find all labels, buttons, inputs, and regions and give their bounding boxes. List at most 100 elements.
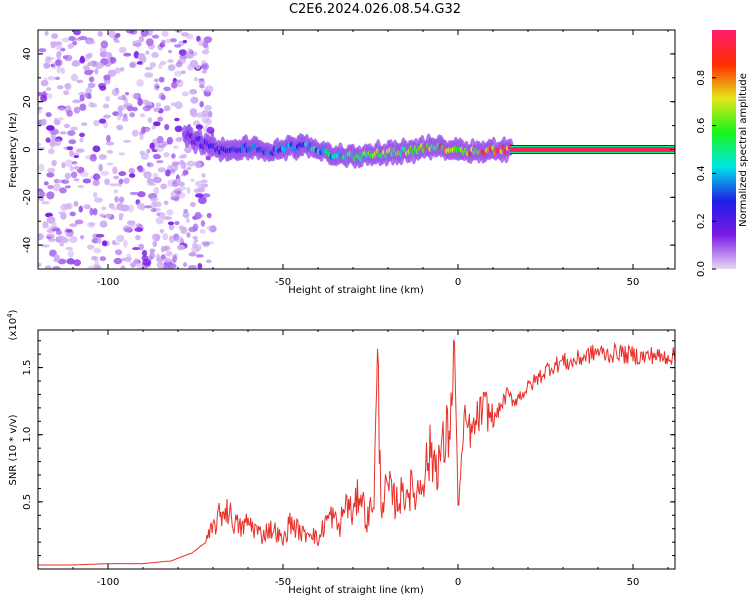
colorbar: 0.0 0.2 0.4 0.6 0.8 Normalized spectral ampl… [696, 30, 749, 277]
noise-blob [151, 200, 157, 205]
noise-blob [202, 193, 211, 198]
colorbar-label: Normalized spectral amplitude [738, 73, 749, 227]
noise-blob [161, 39, 166, 45]
noise-blob [100, 170, 110, 176]
colorbar-tick-label: 0.2 [696, 213, 707, 229]
noise-blob [99, 213, 105, 218]
noise-blob [69, 165, 74, 172]
noise-blob [139, 132, 144, 141]
noise-blob [180, 226, 188, 235]
noise-blob [156, 212, 161, 217]
noise-blob [142, 171, 148, 176]
noise-blob [69, 211, 76, 217]
noise-blob [67, 43, 74, 49]
noise-blob [65, 232, 71, 237]
noise-blob [105, 95, 111, 102]
noise-blob [65, 246, 74, 251]
noise-blob [98, 154, 107, 160]
y-tick-label: -40 [22, 237, 33, 253]
noise-blob [118, 217, 123, 221]
noise-blob [120, 265, 126, 269]
noise-blob [126, 253, 132, 260]
noise-blob [105, 141, 115, 146]
noise-blob [87, 82, 96, 89]
noise-blob [46, 125, 55, 131]
noise-blob [188, 265, 197, 269]
noise-blob [182, 262, 188, 268]
noise-blob [136, 79, 144, 87]
page-title: C2E6.2024.026.08.54.G32 [288, 2, 462, 17]
noise-blob [69, 223, 78, 227]
noise-blob [155, 253, 161, 260]
noise-blob [125, 30, 135, 34]
noise-blob [73, 259, 81, 267]
noise-blob [56, 85, 64, 90]
noise-blob [59, 187, 67, 194]
noise-blob [66, 109, 73, 117]
noise-blob [94, 174, 101, 180]
noise-blob [46, 191, 55, 200]
noise-blob [124, 91, 130, 96]
noise-blob [160, 183, 168, 190]
noise-blob [116, 234, 125, 243]
noise-blob [146, 162, 154, 168]
y-tick-label: -20 [22, 189, 33, 205]
noise-blob [50, 41, 59, 47]
noise-blob [114, 67, 121, 74]
x-tick-label: 0 [455, 577, 461, 588]
noise-blob [201, 60, 207, 66]
noise-blob [96, 233, 105, 238]
noise-blob [113, 175, 120, 180]
noise-blob [141, 126, 146, 135]
noise-blob [190, 96, 199, 104]
noise-blob [174, 221, 180, 226]
noise-blob [123, 177, 130, 184]
noise-blob [136, 61, 143, 65]
noise-blob [78, 205, 83, 213]
noise-blob [198, 80, 206, 85]
noise-blob [39, 191, 46, 198]
noise-blob [194, 211, 202, 220]
noise-blob [47, 148, 55, 155]
noise-blob [167, 59, 174, 63]
noise-blob [179, 160, 185, 165]
noise-blob [92, 191, 98, 199]
noise-blob [116, 124, 124, 131]
noise-blob [201, 241, 210, 246]
snr-panel: -100 -50 0 50 0.5 1.0 1.5 Height of straight … [6, 309, 676, 596]
y-tick-label: 1.0 [22, 427, 33, 443]
noise-blob [166, 209, 174, 216]
noise-blob [72, 99, 82, 104]
noise-blob [139, 56, 146, 62]
noise-blob [141, 249, 148, 257]
noise-blob [38, 262, 42, 268]
noise-blob [204, 118, 212, 125]
noise-blob [178, 185, 187, 191]
noise-blob [56, 65, 62, 74]
noise-blob [161, 30, 169, 37]
noise-blob [71, 61, 80, 67]
noise-blob [115, 32, 121, 38]
noise-blob [198, 39, 204, 47]
noise-blob [189, 201, 196, 207]
noise-blob [100, 57, 109, 65]
spectrogram-x-label: Height of straight line (km) [288, 285, 424, 296]
noise-blob [118, 46, 127, 54]
noise-blob [193, 77, 199, 82]
noise-blob [106, 134, 111, 143]
noise-blob [192, 235, 198, 240]
noise-blob [155, 102, 162, 108]
noise-blob [151, 125, 156, 130]
noise-blob [197, 262, 203, 269]
noise-blob [132, 92, 140, 100]
noise-blob [165, 250, 173, 257]
noise-blob [165, 169, 171, 177]
noise-blob [160, 94, 166, 101]
noise-blob [157, 167, 166, 173]
noise-blob [118, 213, 124, 218]
noise-blob [43, 181, 49, 186]
noise-blob [57, 235, 66, 241]
noise-blob [119, 67, 125, 72]
noise-blob [46, 216, 56, 224]
noise-blob [175, 137, 183, 142]
